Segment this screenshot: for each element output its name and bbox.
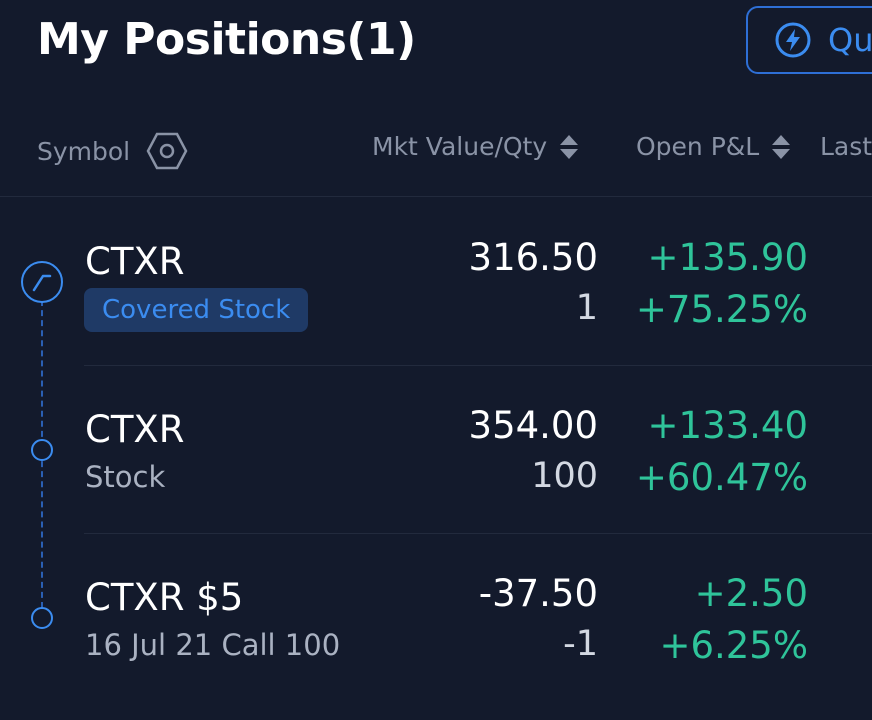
column-header-row: Symbol Mkt Value/Qty Open P&L Last [0, 118, 872, 182]
position-open-pl-pct: +60.47% [635, 456, 808, 499]
sort-updown-icon [560, 134, 579, 159]
leg-node [31, 607, 53, 629]
position-open-pl: +135.90 [647, 236, 808, 279]
quick-trade-label: Qu [828, 21, 872, 59]
position-open-pl-pct: +6.25% [659, 624, 808, 667]
leg-node [31, 439, 53, 461]
position-symbol: CTXR $5 [85, 576, 244, 619]
strategy-node [21, 261, 63, 303]
column-last-label: Last [820, 132, 872, 161]
column-mkt-value-qty-label: Mkt Value/Qty [372, 132, 548, 161]
column-open-pl[interactable]: Open P&L [636, 132, 791, 161]
quick-trade-button[interactable]: Qu [746, 6, 872, 74]
page-title: My Positions(1) [37, 14, 416, 65]
sort-updown-icon [772, 134, 791, 159]
strategy-badge: Covered Stock [84, 288, 309, 332]
position-mkt-value: -37.50 [478, 572, 598, 615]
row-divider [84, 533, 872, 534]
row-divider [84, 365, 872, 366]
position-row[interactable]: CTXR Covered Stock 316.50 1 +135.90 +75.… [0, 198, 872, 366]
position-symbol: CTXR [85, 408, 185, 451]
column-open-pl-label: Open P&L [636, 132, 760, 161]
position-qty: 1 [575, 288, 598, 328]
position-open-pl: +133.40 [647, 404, 808, 447]
position-type: Stock [85, 460, 166, 494]
column-last[interactable]: Last [820, 132, 872, 161]
option-description: 16 Jul 21 Call 100 [85, 628, 341, 662]
column-symbol: Symbol [37, 132, 188, 170]
column-mkt-value-qty[interactable]: Mkt Value/Qty [372, 132, 579, 161]
position-open-pl: +2.50 [694, 572, 808, 615]
position-qty: 100 [531, 456, 598, 496]
column-symbol-label: Symbol [37, 136, 131, 166]
lightning-bolt-icon [775, 22, 811, 58]
position-mkt-value: 354.00 [468, 404, 598, 447]
position-qty: -1 [563, 624, 598, 664]
strategy-line-icon [32, 274, 52, 292]
position-mkt-value: 316.50 [468, 236, 598, 279]
position-symbol: CTXR [85, 240, 185, 283]
position-open-pl-pct: +75.25% [635, 288, 808, 331]
header-divider [0, 196, 872, 197]
position-row[interactable]: CTXR Stock 354.00 100 +133.40 +60.47% [0, 366, 872, 534]
position-row[interactable]: CTXR $5 16 Jul 21 Call 100 -37.50 -1 +2.… [0, 534, 872, 702]
hexagon-settings-icon[interactable] [146, 132, 188, 170]
